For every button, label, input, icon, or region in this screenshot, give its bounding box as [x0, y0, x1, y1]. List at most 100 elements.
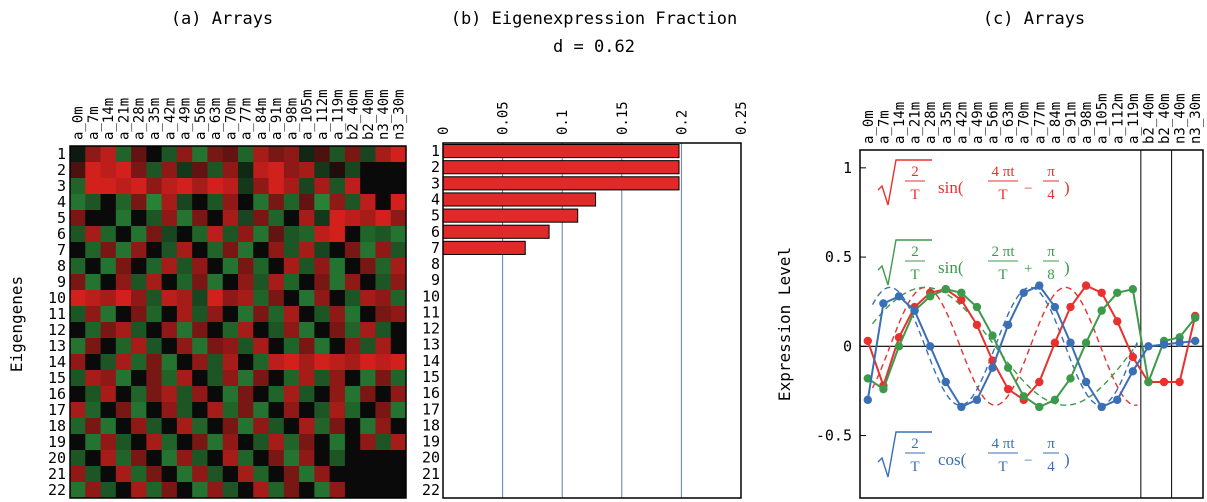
heatmap-cell — [176, 322, 193, 339]
heatmap-cell — [115, 402, 132, 419]
heatmap-cell — [222, 306, 239, 323]
bar-category-label: 14 — [422, 352, 440, 370]
y-tick-label: 0 — [843, 337, 852, 355]
heatmap-cell — [283, 194, 300, 211]
heatmap-row-label: 18 — [48, 417, 66, 435]
heatmap-cell — [283, 402, 300, 419]
series-point-red — [1066, 302, 1075, 312]
heatmap-cell — [344, 386, 361, 403]
line-column-label: a_49m — [970, 102, 986, 144]
heatmap-cell — [329, 322, 346, 339]
bar — [442, 144, 680, 159]
bar-category-label: 3 — [431, 174, 440, 192]
heatmap-cell — [329, 162, 346, 179]
heatmap-cell — [176, 386, 193, 403]
heatmap-cell — [207, 386, 224, 403]
heatmap-cell — [85, 402, 102, 419]
heatmap-cell — [70, 418, 86, 435]
heatmap-cell — [238, 402, 254, 419]
heatmap-cell — [314, 466, 331, 483]
bar — [442, 192, 597, 207]
heatmap-cell — [222, 194, 239, 211]
heatmap-cell — [146, 242, 163, 259]
formula-blue: 2 T cos( 4 πt T − π 4 ) — [877, 431, 1070, 478]
heatmap-cell — [207, 450, 224, 467]
heatmap-cell — [268, 306, 285, 323]
heatmap-cell — [85, 434, 102, 451]
heatmap-cell — [161, 386, 178, 403]
heatmap-cell — [70, 178, 86, 195]
heatmap-cell — [253, 338, 270, 355]
heatmap-cell — [161, 354, 178, 371]
heatmap-cell — [375, 306, 392, 323]
heatmap-cell — [390, 162, 407, 179]
heatmap-cell — [344, 338, 361, 355]
heatmap-cell — [390, 482, 407, 499]
heatmap-cell — [283, 258, 300, 275]
line-column-label: a_42m — [954, 102, 970, 144]
heatmap-row-label: 13 — [48, 337, 66, 355]
heatmap-cell — [131, 290, 147, 307]
heatmap-cell — [192, 434, 208, 451]
heatmap-cell — [115, 226, 132, 243]
heatmap-cell — [360, 370, 376, 387]
heatmap-cell — [375, 402, 392, 419]
heatmap-column-label: a_49m — [178, 98, 194, 140]
heatmap-cell — [375, 226, 392, 243]
heatmap-cell — [85, 242, 102, 259]
heatmap-cell — [314, 370, 331, 387]
heatmap-cell — [207, 402, 224, 419]
heatmap-cell — [344, 482, 361, 499]
heatmap-cell — [344, 322, 361, 339]
heatmap-cell — [360, 418, 376, 435]
heatmap-cell — [70, 274, 86, 291]
heatmap-cell — [314, 338, 331, 355]
heatmap-cell — [131, 178, 147, 195]
bar-category-label: 21 — [422, 465, 440, 483]
heatmap-column-label: a_98m — [284, 98, 300, 140]
heatmap-cell — [329, 258, 346, 275]
heatmap-cell — [375, 338, 392, 355]
heatmap-cell — [344, 418, 361, 435]
heatmap-cell — [207, 146, 224, 163]
heatmap-cell — [299, 162, 315, 179]
heatmap-cell — [238, 434, 254, 451]
heatmap-cell — [85, 178, 102, 195]
heatmap-cell — [283, 178, 300, 195]
heatmap-cell — [192, 370, 208, 387]
heatmap-cell — [344, 178, 361, 195]
heatmap-cell — [100, 338, 117, 355]
heatmap-cell — [70, 306, 86, 323]
heatmap-cell — [375, 290, 392, 307]
heatmap-cell — [253, 178, 270, 195]
heatmap-cell — [176, 258, 193, 275]
series-point-blue — [1128, 367, 1138, 376]
formula-red-phase-num: π — [1047, 164, 1055, 180]
bar-category-label: 17 — [422, 400, 440, 418]
heatmap-cell — [268, 226, 285, 243]
series-point-blue — [1191, 336, 1200, 346]
heatmap-cell — [390, 178, 407, 195]
heatmap-row-label: 14 — [48, 353, 66, 371]
heatmap-cell — [161, 466, 178, 483]
heatmap-cell — [176, 194, 193, 211]
series-point-blue — [879, 299, 888, 308]
heatmap-cell — [161, 194, 178, 211]
heatmap-cell — [131, 418, 147, 435]
heatmap-cell — [146, 290, 163, 307]
heatmap-cell — [207, 306, 224, 323]
heatmap-cell — [115, 322, 132, 339]
heatmap-cell — [146, 434, 163, 451]
heatmap-cell — [115, 274, 132, 291]
bar-category-label: 6 — [431, 223, 440, 241]
panel-b-title: (b) Eigenexpression Fraction — [451, 9, 738, 29]
heatmap-cell — [161, 306, 178, 323]
heatmap-cell — [329, 434, 346, 451]
heatmap-column-label: b2_40m — [346, 89, 362, 140]
heatmap-cell — [115, 178, 132, 195]
heatmap-cell — [176, 210, 193, 227]
heatmap-cell — [85, 146, 102, 163]
heatmap-cell — [115, 146, 132, 163]
heatmap-cell — [207, 226, 224, 243]
heatmap-cell — [314, 290, 331, 307]
